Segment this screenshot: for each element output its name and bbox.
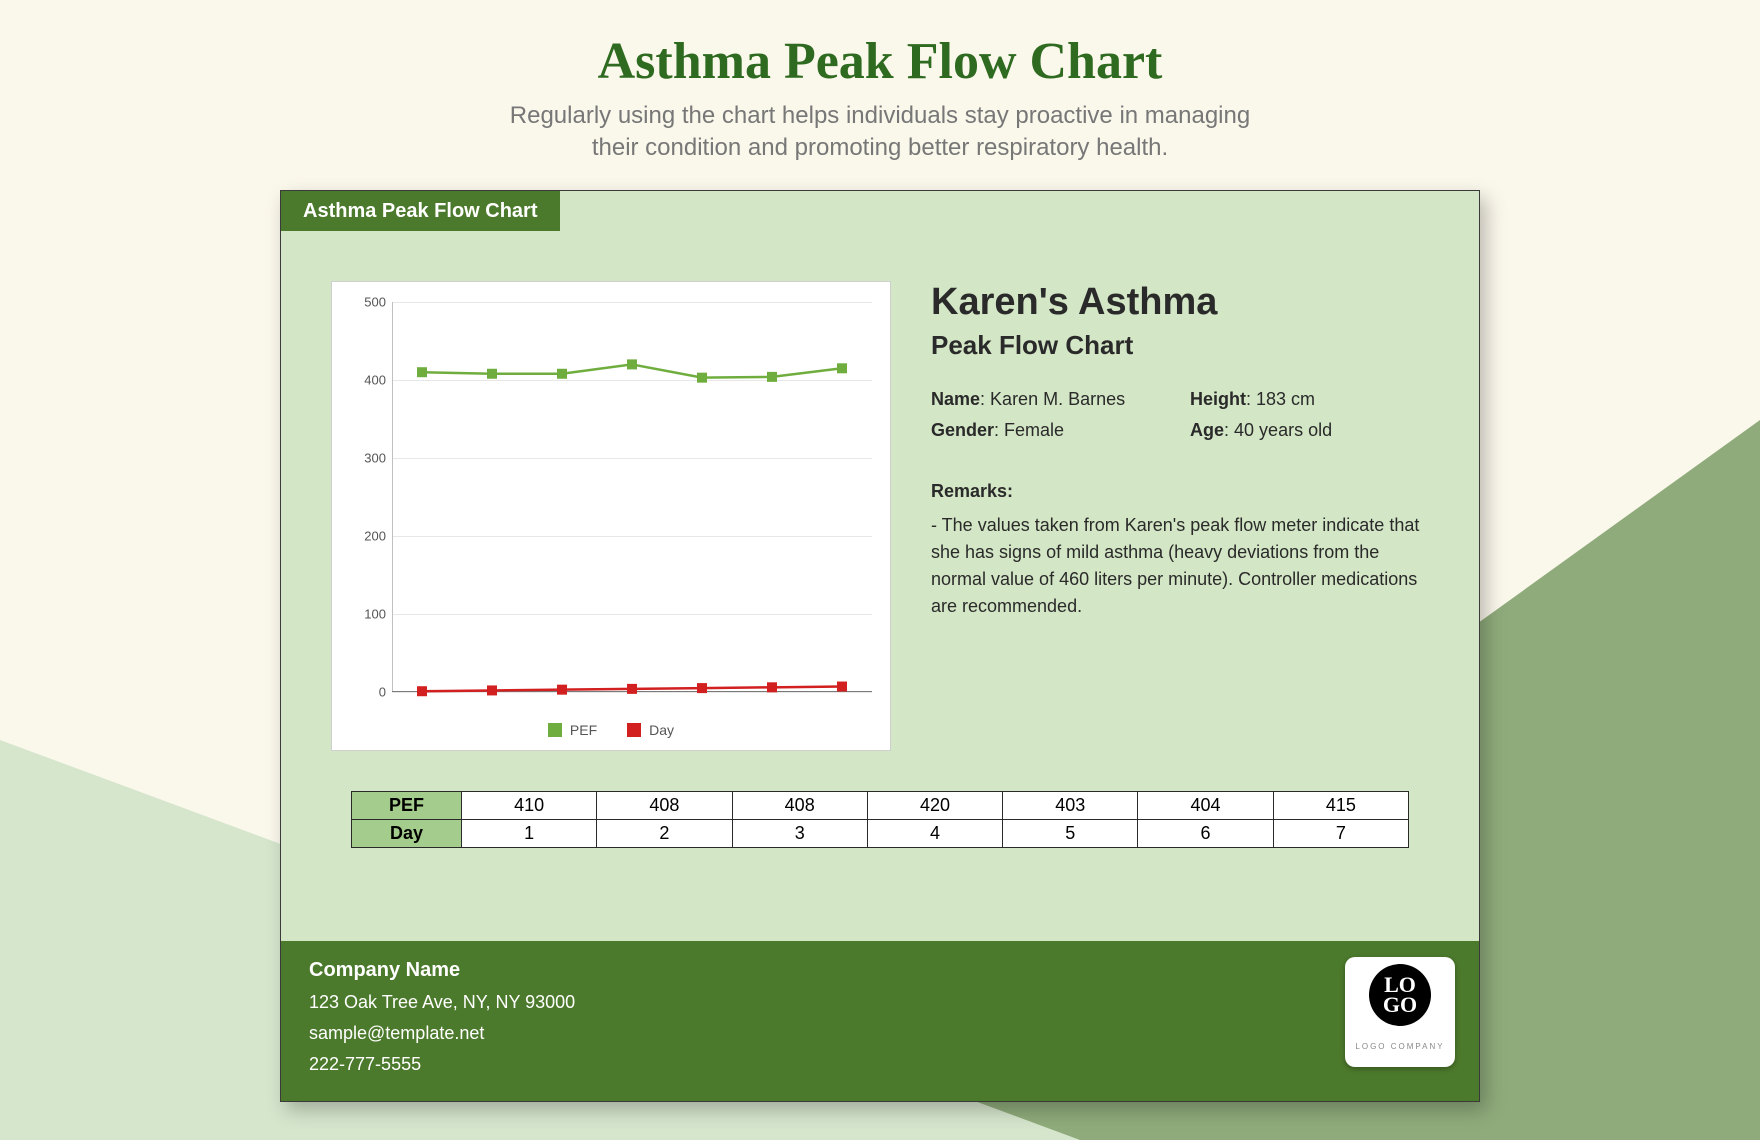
company-address: 123 Oak Tree Ave, NY, NY 93000 (309, 992, 1451, 1013)
chart-y-tick: 500 (342, 295, 386, 310)
company-name: Company Name (309, 959, 1451, 982)
table-cell: 410 (462, 792, 597, 820)
legend-label: PEF (570, 722, 597, 738)
field-name: Name: Karen M. Barnes (931, 389, 1170, 410)
table-cell: 408 (732, 792, 867, 820)
document-card: Asthma Peak Flow Chart 0100200300400500 … (280, 190, 1480, 1102)
chart-series-svg (392, 302, 872, 692)
table-cell: 2 (597, 820, 732, 848)
field-age: Age: 40 years old (1190, 420, 1429, 441)
table-cell: 408 (597, 792, 732, 820)
logo-subtext: LOGO COMPANY (1355, 1042, 1444, 1051)
remarks-label: Remarks: (931, 481, 1429, 502)
card-tab: Asthma Peak Flow Chart (281, 191, 560, 231)
table-cell: 3 (732, 820, 867, 848)
table-row: PEF410408408420403404415 (352, 792, 1409, 820)
data-table: PEF410408408420403404415Day1234567 (351, 791, 1409, 848)
chart-legend: PEF Day (332, 722, 890, 738)
field-height: Height: 183 cm (1190, 389, 1429, 410)
chart-y-tick: 200 (342, 529, 386, 544)
chart-y-tick: 100 (342, 607, 386, 622)
field-gender: Gender: Female (931, 420, 1170, 441)
page-subtitle-line1: Regularly using the chart helps individu… (510, 102, 1250, 129)
table-row-header: PEF (352, 792, 462, 820)
table-cell: 1 (462, 820, 597, 848)
page-subtitle: Regularly using the chart helps individu… (0, 100, 1760, 165)
table-row: Day1234567 (352, 820, 1409, 848)
card-footer: Company Name 123 Oak Tree Ave, NY, NY 93… (281, 941, 1479, 1101)
info-subheading: Peak Flow Chart (931, 330, 1429, 361)
legend-item: Day (627, 722, 674, 738)
legend-label: Day (649, 722, 674, 738)
page-subtitle-line2: their condition and promoting better res… (592, 134, 1168, 161)
company-email: sample@template.net (309, 1023, 1451, 1044)
table-cell: 4 (867, 820, 1002, 848)
table-cell: 420 (867, 792, 1002, 820)
peak-flow-chart: 0100200300400500 PEFDay (331, 281, 891, 751)
chart-y-tick: 0 (342, 685, 386, 700)
chart-plot-area: 0100200300400500 (392, 302, 872, 692)
chart-y-tick: 400 (342, 373, 386, 388)
table-cell: 404 (1138, 792, 1273, 820)
table-cell: 403 (1003, 792, 1138, 820)
table-row-header: Day (352, 820, 462, 848)
legend-item: PEF (548, 722, 597, 738)
page-title: Asthma Peak Flow Chart (0, 32, 1760, 91)
table-cell: 415 (1273, 792, 1408, 820)
patient-info: Karen's Asthma Peak Flow Chart Name: Kar… (931, 281, 1429, 620)
info-heading: Karen's Asthma (931, 281, 1429, 324)
company-phone: 222-777-5555 (309, 1054, 1451, 1075)
table-cell: 7 (1273, 820, 1408, 848)
table-cell: 6 (1138, 820, 1273, 848)
legend-swatch (627, 723, 641, 737)
company-logo: LOGO LOGO COMPANY (1345, 957, 1455, 1067)
logo-icon: LOGO (1369, 964, 1431, 1026)
remarks-text: - The values taken from Karen's peak flo… (931, 512, 1429, 620)
chart-y-tick: 300 (342, 451, 386, 466)
legend-swatch (548, 723, 562, 737)
table-cell: 5 (1003, 820, 1138, 848)
